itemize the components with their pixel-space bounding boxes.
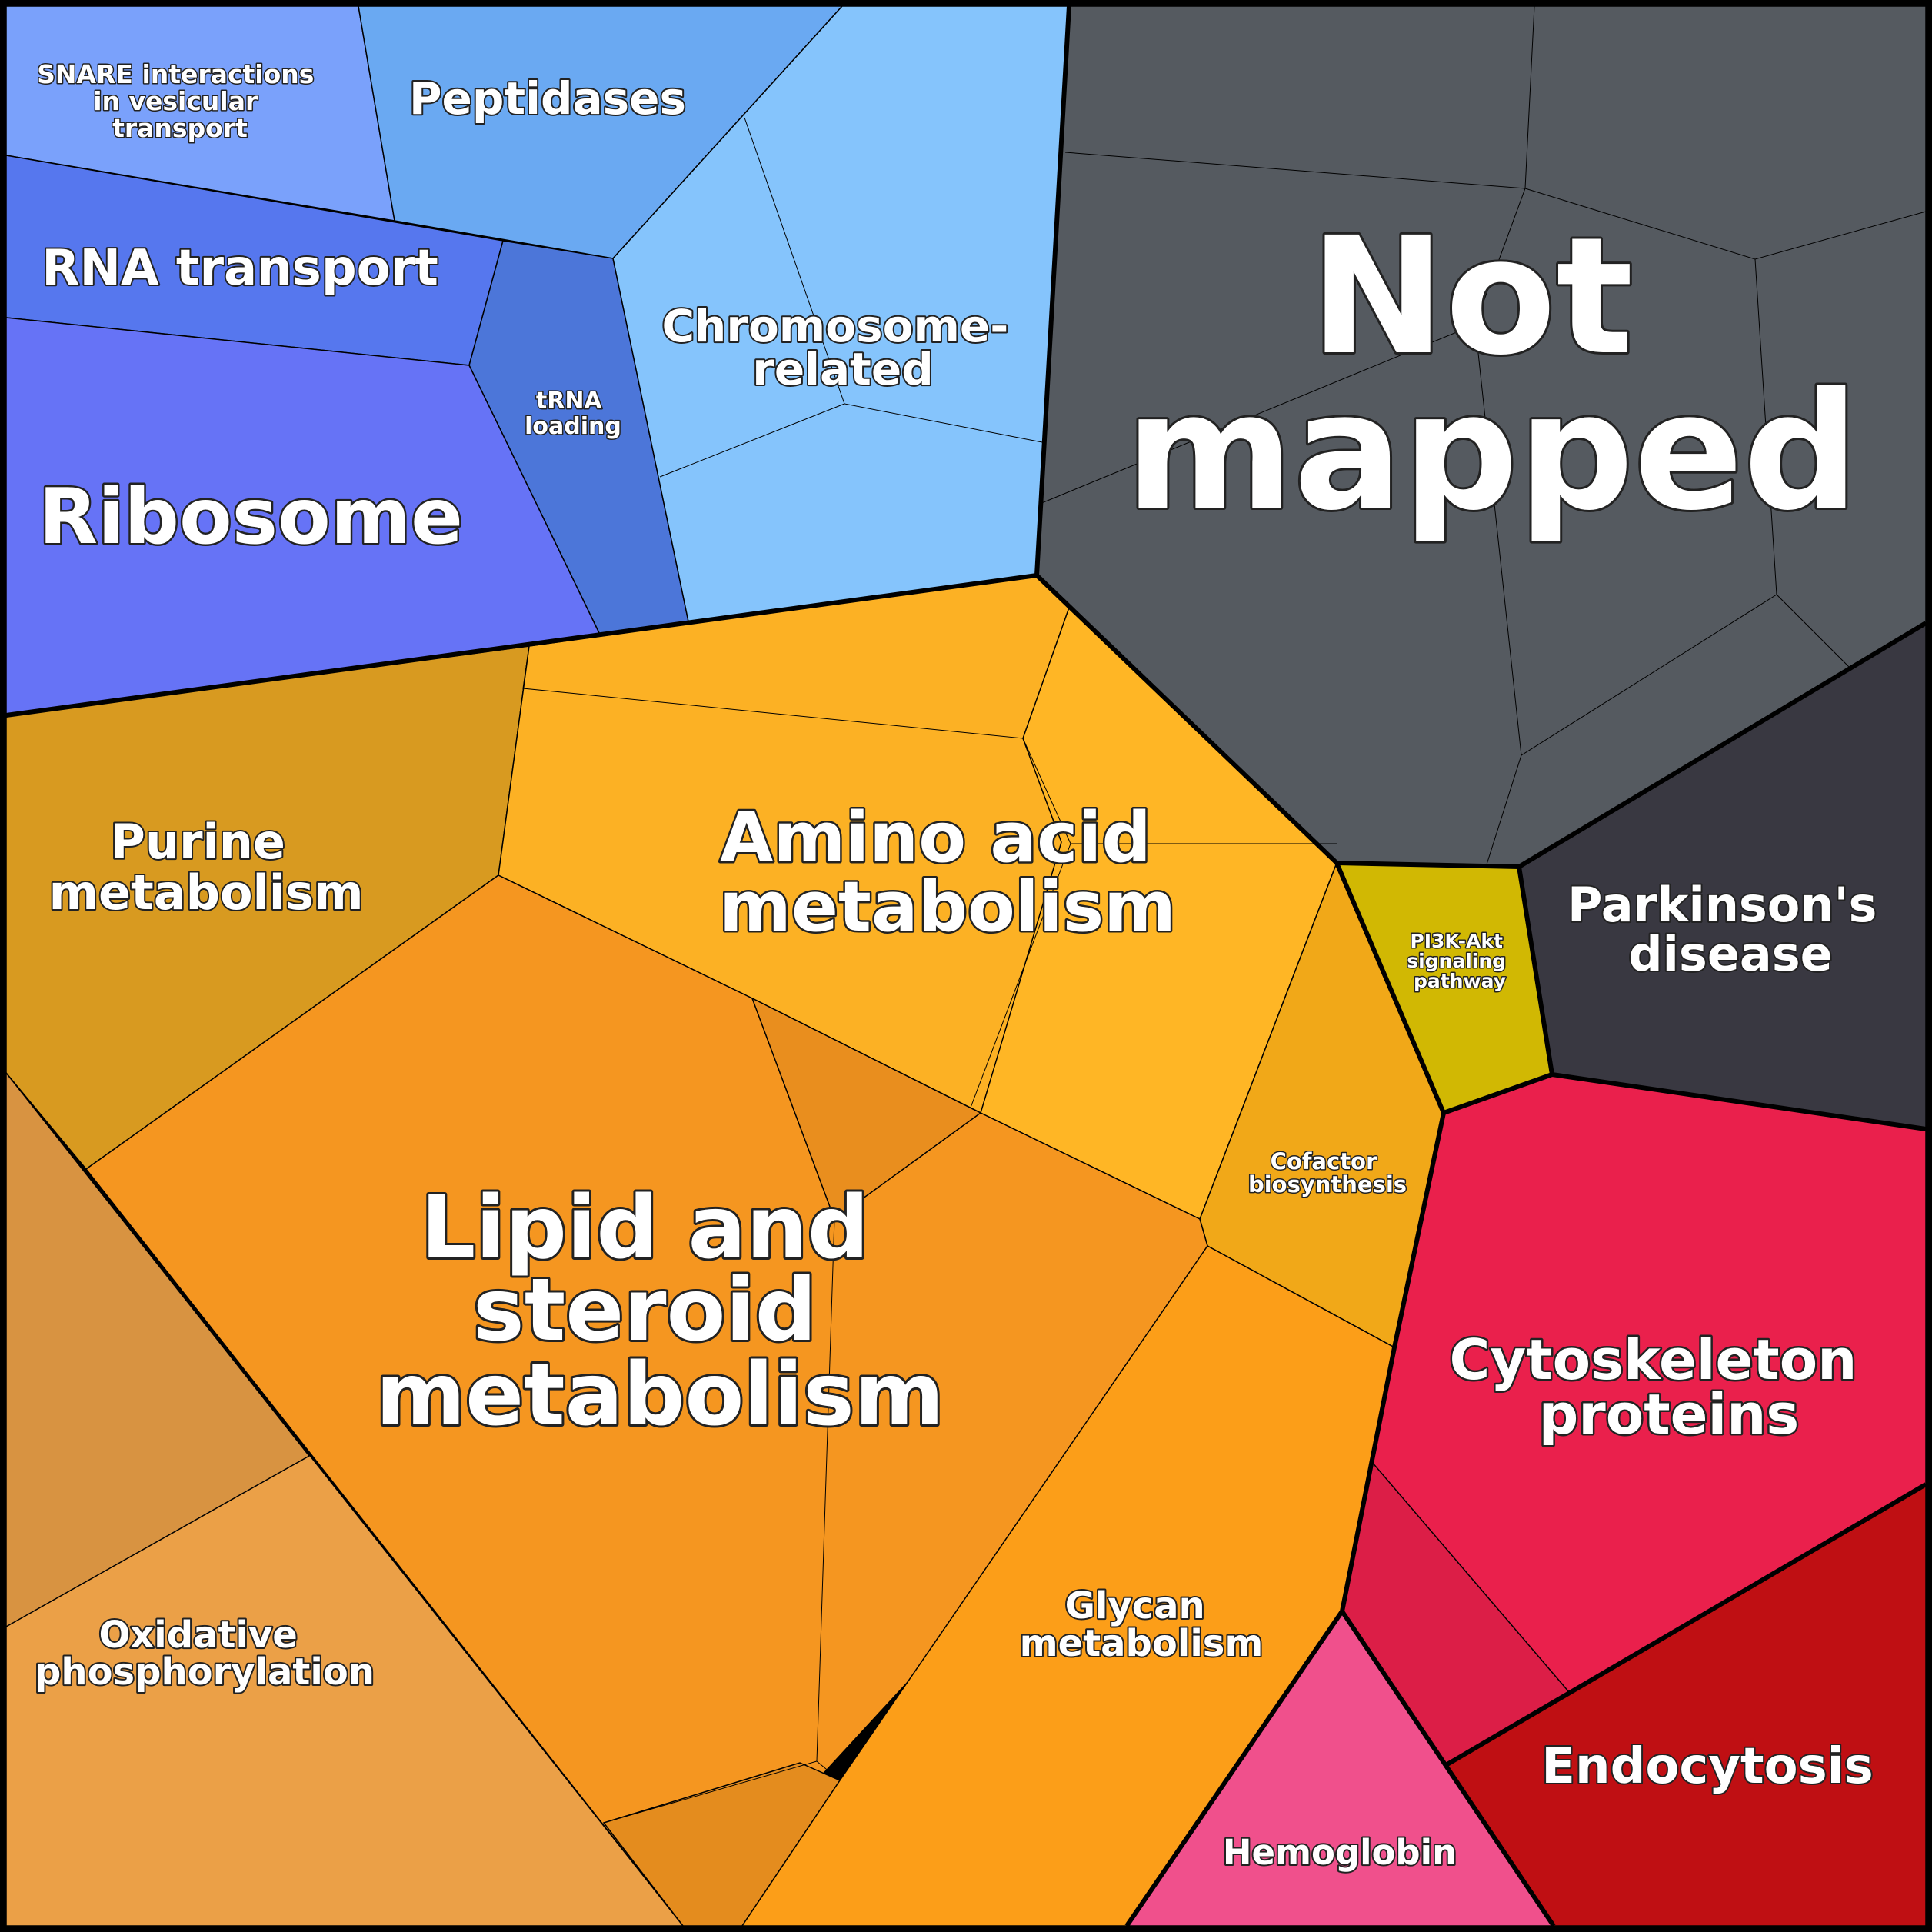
label-parkinsons: Parkinson's disease: [1567, 877, 1894, 982]
label-lipid: Lipid and steroid metabolism: [375, 1178, 944, 1445]
label-chromosome: Chromosome- related: [661, 300, 1024, 395]
label-amino-acid: Amino acid metabolism: [719, 798, 1176, 948]
label-hemoglobin: Hemoglobin: [1223, 1832, 1457, 1873]
label-rna-transport: RNA transport: [42, 240, 438, 297]
label-ribosome: Ribosome: [38, 471, 463, 561]
label-snare: SNARE interactions in vesicular transpor…: [37, 59, 323, 143]
label-glycan: Glycan metabolism: [1020, 1584, 1264, 1665]
label-oxidative: Oxidative phosphorylation: [35, 1614, 375, 1694]
label-purine: Purine metabolism: [48, 814, 363, 921]
label-cofactor: Cofactor biosynthesis: [1248, 1148, 1407, 1198]
label-pi3k: PI3K-Akt signaling pathway: [1407, 930, 1513, 992]
label-peptidases: Peptidases: [409, 72, 686, 125]
label-not-mapped: Not mapped: [1125, 202, 1859, 546]
label-endocytosis: Endocytosis: [1541, 1738, 1873, 1795]
label-trna-loading: tRNA loading: [525, 388, 621, 440]
label-cytoskeleton: Cytoskeleton proteins: [1449, 1327, 1876, 1447]
subdivision-lines: [522, 5, 1927, 1824]
